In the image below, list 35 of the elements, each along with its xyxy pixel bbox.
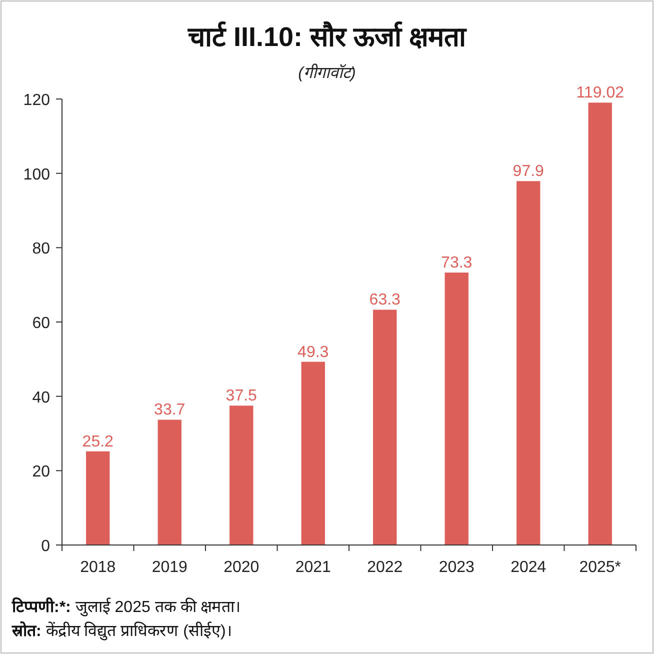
x-tick-label: 2018: [80, 559, 116, 576]
y-tick-label: 120: [23, 92, 50, 109]
bar: [158, 420, 182, 545]
x-tick-label: 2022: [367, 559, 403, 576]
y-tick-label: 40: [32, 389, 50, 406]
data-label: 97.9: [512, 163, 544, 180]
y-tick-label: 60: [32, 315, 50, 332]
data-label: 119.02: [576, 84, 624, 102]
x-tick-label: 2019: [152, 559, 188, 576]
bar: [444, 272, 468, 545]
data-label: 63.3: [369, 292, 401, 309]
bar: [373, 310, 397, 545]
chart-title: चार्ट III.10: सौर ऊर्जा क्षमता: [186, 21, 468, 52]
x-tick-label: 2020: [224, 559, 260, 576]
data-label: 37.5: [226, 388, 258, 405]
data-label: 73.3: [441, 254, 472, 272]
x-tick-label: 2024: [510, 559, 546, 576]
y-tick-label: 0: [41, 538, 50, 555]
y-tick-label: 80: [32, 240, 50, 258]
data-label: 49.3: [298, 344, 329, 361]
data-label: 33.7: [154, 402, 186, 419]
bar: [230, 406, 254, 545]
bar: [301, 362, 325, 545]
bar: [516, 181, 540, 545]
data-label: 25.2: [82, 433, 114, 450]
y-tick-label: 20: [32, 464, 50, 481]
y-tick-label: 100: [23, 166, 50, 184]
chart-subtitle: (गीगावॉट): [298, 63, 356, 82]
x-tick-label: 2025*: [579, 559, 622, 576]
bar: [588, 102, 612, 545]
text: टिप्पणी:*: जुलाई 2025 तक की क्षमता।: [11, 597, 241, 617]
text: स्रोत: केंद्रीय विद्युत प्राधिकरण (सीईए)।: [11, 621, 232, 641]
x-tick-label: 2021: [295, 559, 332, 576]
x-tick-label: 2023: [438, 559, 475, 576]
bar: [86, 451, 110, 545]
